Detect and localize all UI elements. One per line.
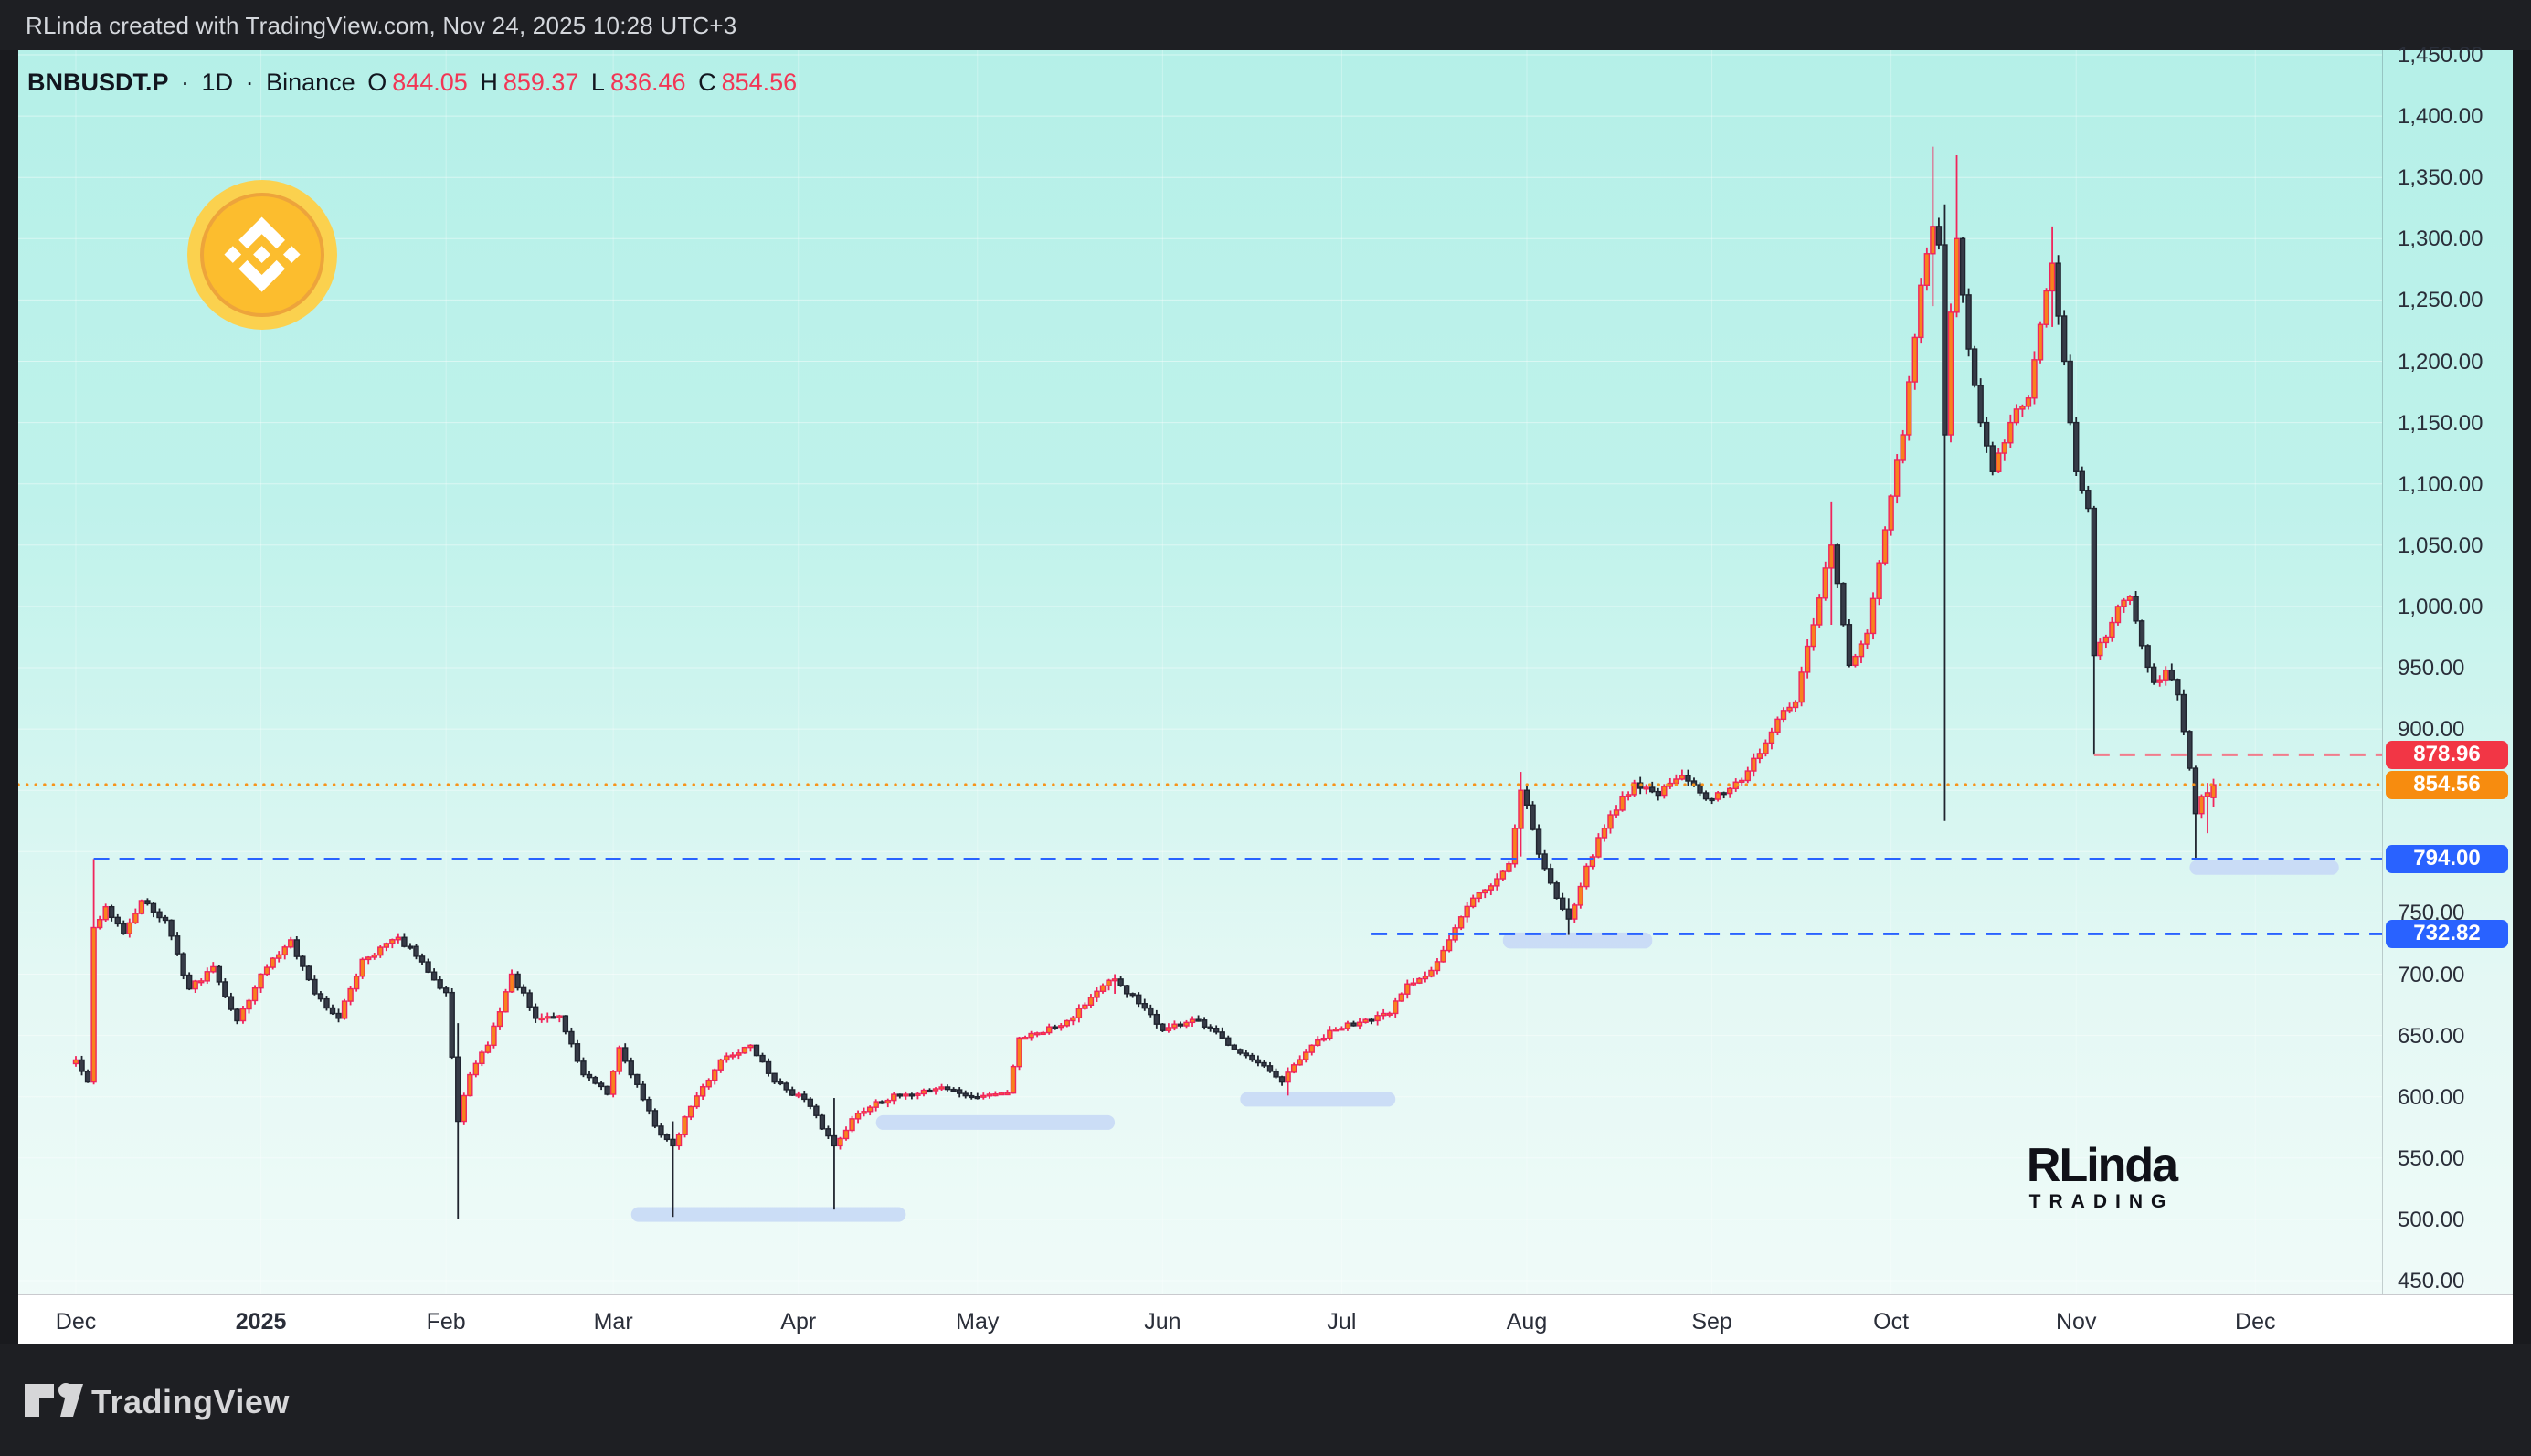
price-axis-label: 1,350.00 [2398, 165, 2483, 191]
price-axis-label: 1,200.00 [2398, 349, 2483, 375]
time-axis-label: Nov [2055, 1309, 2097, 1335]
time-axis-label: Feb [426, 1309, 466, 1335]
header-bar: RLinda created with TradingView.com, Nov… [0, 0, 2531, 50]
watermark-name: RLinda [2026, 1139, 2178, 1192]
high-label: H [480, 69, 498, 96]
symbol-name[interactable]: BNBUSDT.P [27, 69, 169, 96]
tradingview-brand-text: TradingView [91, 1383, 290, 1420]
price-axis-label: 700.00 [2398, 962, 2465, 987]
time-axis-label: Dec [2235, 1309, 2276, 1335]
time-axis-label: Aug [1506, 1309, 1548, 1335]
time-axis-label: Mar [593, 1309, 633, 1335]
time-axis[interactable]: Dec 2025 Feb Mar Apr May Jun Jul Aug Sep Oct Nov Dec [18, 1294, 2513, 1345]
header-title: RLinda created with TradingView.com, Nov… [26, 12, 737, 39]
time-axis-label: Oct [1873, 1309, 1910, 1335]
low-label: L [590, 69, 605, 96]
symbol-legend[interactable]: BNBUSDT.P · 1D · Binance O 844.05 H 859.37… [27, 69, 798, 96]
candlestick-chart[interactable] [18, 50, 2513, 1294]
price-tag: 854.56 [2386, 770, 2508, 799]
price-tag: 732.82 [2386, 919, 2508, 948]
time-axis-label: Dec [55, 1309, 97, 1335]
price-tag: 878.96 [2386, 740, 2508, 769]
support-zone [2189, 860, 2339, 875]
price-axis-label: 500.00 [2398, 1207, 2465, 1232]
price-tag: 794.00 [2386, 844, 2508, 873]
price-axis-label: 650.00 [2398, 1023, 2465, 1049]
high-value: 859.37 [503, 69, 579, 96]
price-axis-label: 1,400.00 [2398, 104, 2483, 130]
watermark-subtitle: TRADING [2028, 1191, 2175, 1212]
interval-label[interactable]: 1D [201, 69, 234, 96]
price-axis-label: 550.00 [2398, 1145, 2465, 1171]
time-axis-label: Apr [780, 1309, 817, 1335]
exchange-label: Binance [266, 69, 355, 96]
price-axis-label: 1,300.00 [2398, 227, 2483, 252]
time-axis-label: Jun [1144, 1309, 1181, 1335]
support-zone [1502, 932, 1653, 949]
close-label: C [698, 69, 716, 96]
price-axis-label: 1,050.00 [2398, 533, 2483, 558]
price-axis-label: 1,250.00 [2398, 288, 2483, 313]
price-axis-label: 1,100.00 [2398, 471, 2483, 497]
open-label: O [367, 69, 387, 96]
price-axis-separator [2382, 50, 2383, 1294]
time-axis-label: Jul [1327, 1309, 1357, 1335]
low-value: 836.46 [609, 69, 686, 96]
chart-frame: 1,450.00 1,400.00 1,350.00 1,300.00 1,250.00… [18, 43, 2513, 1345]
open-value: 844.05 [392, 69, 468, 96]
price-axis-label: 950.00 [2398, 656, 2465, 681]
time-axis-label: Sep [1691, 1309, 1732, 1335]
support-zone [630, 1207, 906, 1222]
price-axis-label: 450.00 [2398, 1269, 2465, 1293]
price-axis-label: 900.00 [2398, 717, 2465, 743]
binance-coin-icon [187, 180, 337, 330]
price-axis-label: 1,000.00 [2398, 594, 2483, 619]
close-value: 854.56 [721, 69, 798, 96]
support-zone [875, 1114, 1116, 1130]
time-axis-label: 2025 [235, 1309, 287, 1335]
price-axis-label: 600.00 [2398, 1084, 2465, 1110]
rlinda-trading-watermark: RLinda TRADING [1996, 1142, 2207, 1213]
tradingview-logo-mark [25, 1383, 83, 1417]
footer-bar: TradingView [0, 1344, 2531, 1456]
price-axis-label: 1,150.00 [2398, 410, 2483, 436]
support-zone [1240, 1092, 1396, 1107]
price-axis-label: 1,450.00 [2398, 43, 2483, 68]
time-axis-label: May [956, 1309, 1000, 1335]
